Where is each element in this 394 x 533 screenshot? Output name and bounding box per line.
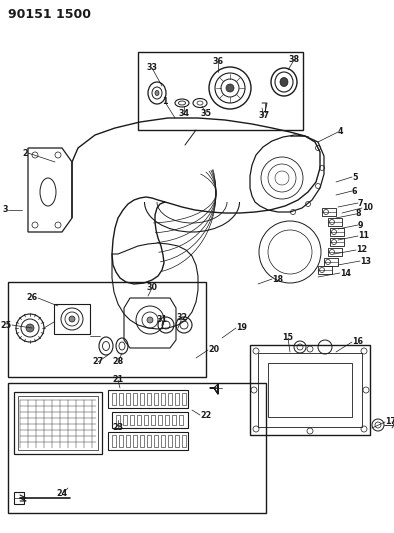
Bar [161,393,165,405]
Bar [330,228,344,236]
Bar [108,390,188,408]
Text: 5: 5 [352,173,357,182]
Text: 6: 6 [352,187,357,196]
Text: 16: 16 [352,337,363,346]
Bar [250,345,370,435]
Bar [130,415,134,425]
Bar [123,415,127,425]
Bar [14,392,102,454]
Bar [138,52,303,130]
Bar [268,363,352,417]
Text: 2: 2 [22,149,28,157]
Bar [112,412,188,428]
Bar [175,393,179,405]
Bar [154,393,158,405]
Bar [175,435,179,447]
Bar [126,393,130,405]
Bar [172,415,176,425]
Bar [151,415,155,425]
Bar [328,248,342,256]
Text: 35: 35 [201,109,212,118]
Text: 17: 17 [385,417,394,426]
Text: 7: 7 [358,198,364,207]
Bar [112,435,116,447]
Bar [258,353,362,427]
Bar [116,415,120,425]
Text: 32: 32 [177,313,188,322]
Bar [140,393,144,405]
Text: 22: 22 [200,410,211,419]
Text: 38: 38 [288,55,299,64]
Bar [119,435,123,447]
Text: 36: 36 [212,58,223,67]
Bar [318,266,332,274]
Bar [179,415,183,425]
Ellipse shape [226,84,234,92]
Bar [54,304,90,334]
Text: 28: 28 [112,358,124,367]
Ellipse shape [280,77,288,86]
Bar [140,435,144,447]
Bar [18,396,98,450]
Bar [158,415,162,425]
Text: 30: 30 [147,284,158,293]
Text: 12: 12 [356,246,367,254]
Bar [161,435,165,447]
Bar [133,435,137,447]
Bar [8,282,206,377]
Text: 1: 1 [162,98,168,107]
Text: 23: 23 [112,424,124,432]
Bar [168,393,172,405]
Bar [144,415,148,425]
Text: 9: 9 [358,221,364,230]
Bar [8,383,266,513]
Bar [182,393,186,405]
Bar [324,258,338,266]
Text: 90151 1500: 90151 1500 [8,8,91,21]
Text: 21: 21 [112,376,124,384]
Text: 18: 18 [272,274,283,284]
Text: 19: 19 [236,324,247,333]
Text: 33: 33 [147,63,158,72]
Text: 24: 24 [56,489,67,498]
Text: 8: 8 [356,209,362,219]
Text: 34: 34 [178,109,190,118]
Text: 37: 37 [258,111,269,120]
Text: 4: 4 [338,127,344,136]
Bar [108,432,188,450]
Text: 27: 27 [93,358,104,367]
Text: 31: 31 [156,316,167,325]
Bar [14,492,24,504]
Text: 15: 15 [282,334,294,343]
Ellipse shape [147,317,153,323]
Text: 20: 20 [208,345,219,354]
Text: 26: 26 [27,294,38,303]
Bar [126,435,130,447]
Text: 13: 13 [360,256,371,265]
Bar [137,415,141,425]
Bar [168,435,172,447]
Text: 25: 25 [1,320,12,329]
Bar [133,393,137,405]
Circle shape [26,324,34,332]
Bar [119,393,123,405]
Bar [330,238,344,246]
Ellipse shape [155,91,159,95]
Text: 3: 3 [2,206,8,214]
Bar [112,393,116,405]
Bar [322,208,336,216]
Bar [182,435,186,447]
Ellipse shape [69,316,75,322]
Text: 10: 10 [362,204,373,213]
Bar [147,435,151,447]
Bar [165,415,169,425]
Bar [154,435,158,447]
Bar [147,393,151,405]
Text: 14: 14 [340,269,351,278]
Bar [328,218,342,226]
Text: 11: 11 [358,231,369,240]
